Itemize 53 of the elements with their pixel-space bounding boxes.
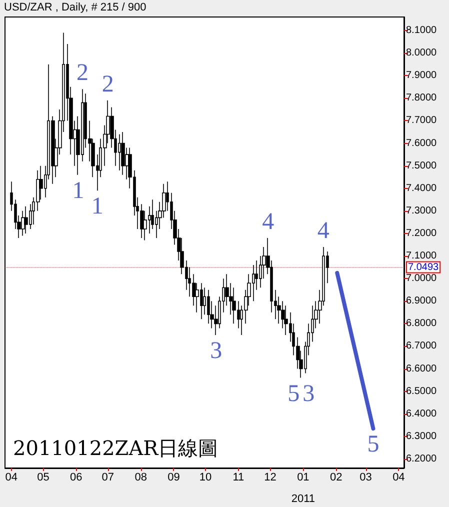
x-tick-label: 08 bbox=[134, 472, 147, 484]
x-tick-label: 07 bbox=[102, 472, 114, 484]
candlestick bbox=[24, 206, 28, 234]
x-tick-label: 03 bbox=[360, 472, 372, 484]
candlestick bbox=[121, 132, 125, 176]
annotation: 4 bbox=[317, 218, 330, 244]
y-tick-label: 6.6000 bbox=[406, 363, 438, 374]
x-tick-label: 02 bbox=[330, 472, 342, 484]
x-tick-label: 01 bbox=[297, 472, 310, 484]
y-tick-label: 8.1000 bbox=[406, 25, 438, 36]
x-tick-label: 11 bbox=[232, 472, 244, 484]
y-tick-label: 7.4000 bbox=[406, 182, 438, 194]
y-tick-label: 7.5000 bbox=[406, 160, 438, 172]
x-tick-label: 04 bbox=[5, 472, 18, 484]
y-tick-label: 7.9000 bbox=[406, 70, 438, 82]
y-tick-label: 7.3000 bbox=[406, 205, 438, 216]
y-tick-label: 7.1000 bbox=[406, 250, 438, 262]
chart-title: USD/ZAR , Daily, # 215 / 900 bbox=[4, 2, 146, 14]
x-tick-label: 04 bbox=[392, 472, 405, 484]
candlestick bbox=[118, 134, 121, 171]
y-tick-label: 6.4000 bbox=[406, 408, 438, 420]
y-tick-label: 7.2000 bbox=[406, 228, 438, 239]
candlestick bbox=[21, 210, 25, 236]
annotation: 4 bbox=[262, 208, 274, 235]
annotation: 3 bbox=[210, 338, 222, 364]
y-tick-label: 7.0000 bbox=[406, 273, 438, 284]
x-axis-title: 2011 bbox=[291, 493, 316, 505]
annotation: 5 bbox=[367, 432, 380, 458]
y-tick-label: 6.5000 bbox=[406, 386, 438, 397]
annotation: 2 bbox=[76, 60, 88, 86]
x-tick-label: 12 bbox=[264, 472, 276, 484]
y-tick-label: 7.7000 bbox=[406, 115, 438, 126]
x-tick-label: 05 bbox=[37, 472, 50, 484]
annotation: 20110122ZAR日線圖 bbox=[13, 436, 218, 460]
x-tick-label: 09 bbox=[168, 472, 180, 484]
y-tick-label: 6.8000 bbox=[406, 318, 438, 330]
annotation: 1 bbox=[91, 194, 104, 220]
y-tick-label: 6.9000 bbox=[406, 296, 438, 307]
annotation: 5 bbox=[288, 380, 300, 407]
annotation: 1 bbox=[72, 178, 84, 204]
annotation: 2 bbox=[102, 71, 114, 98]
y-tick-label: 7.6000 bbox=[406, 138, 438, 149]
y-tick-label: 6.2000 bbox=[406, 453, 438, 464]
y-tick-label: 6.3000 bbox=[406, 430, 438, 442]
x-tick-label: 06 bbox=[70, 472, 82, 484]
y-tick-label: 7.8000 bbox=[406, 92, 438, 104]
annotation: 3 bbox=[302, 380, 315, 407]
candlestick bbox=[207, 289, 210, 324]
x-tick-label: 10 bbox=[199, 472, 212, 484]
ref-line-label: 7.0493 bbox=[408, 262, 440, 273]
y-tick-label: 8.0000 bbox=[406, 48, 438, 59]
y-tick-label: 6.7000 bbox=[406, 340, 438, 352]
candlestick bbox=[232, 287, 236, 324]
